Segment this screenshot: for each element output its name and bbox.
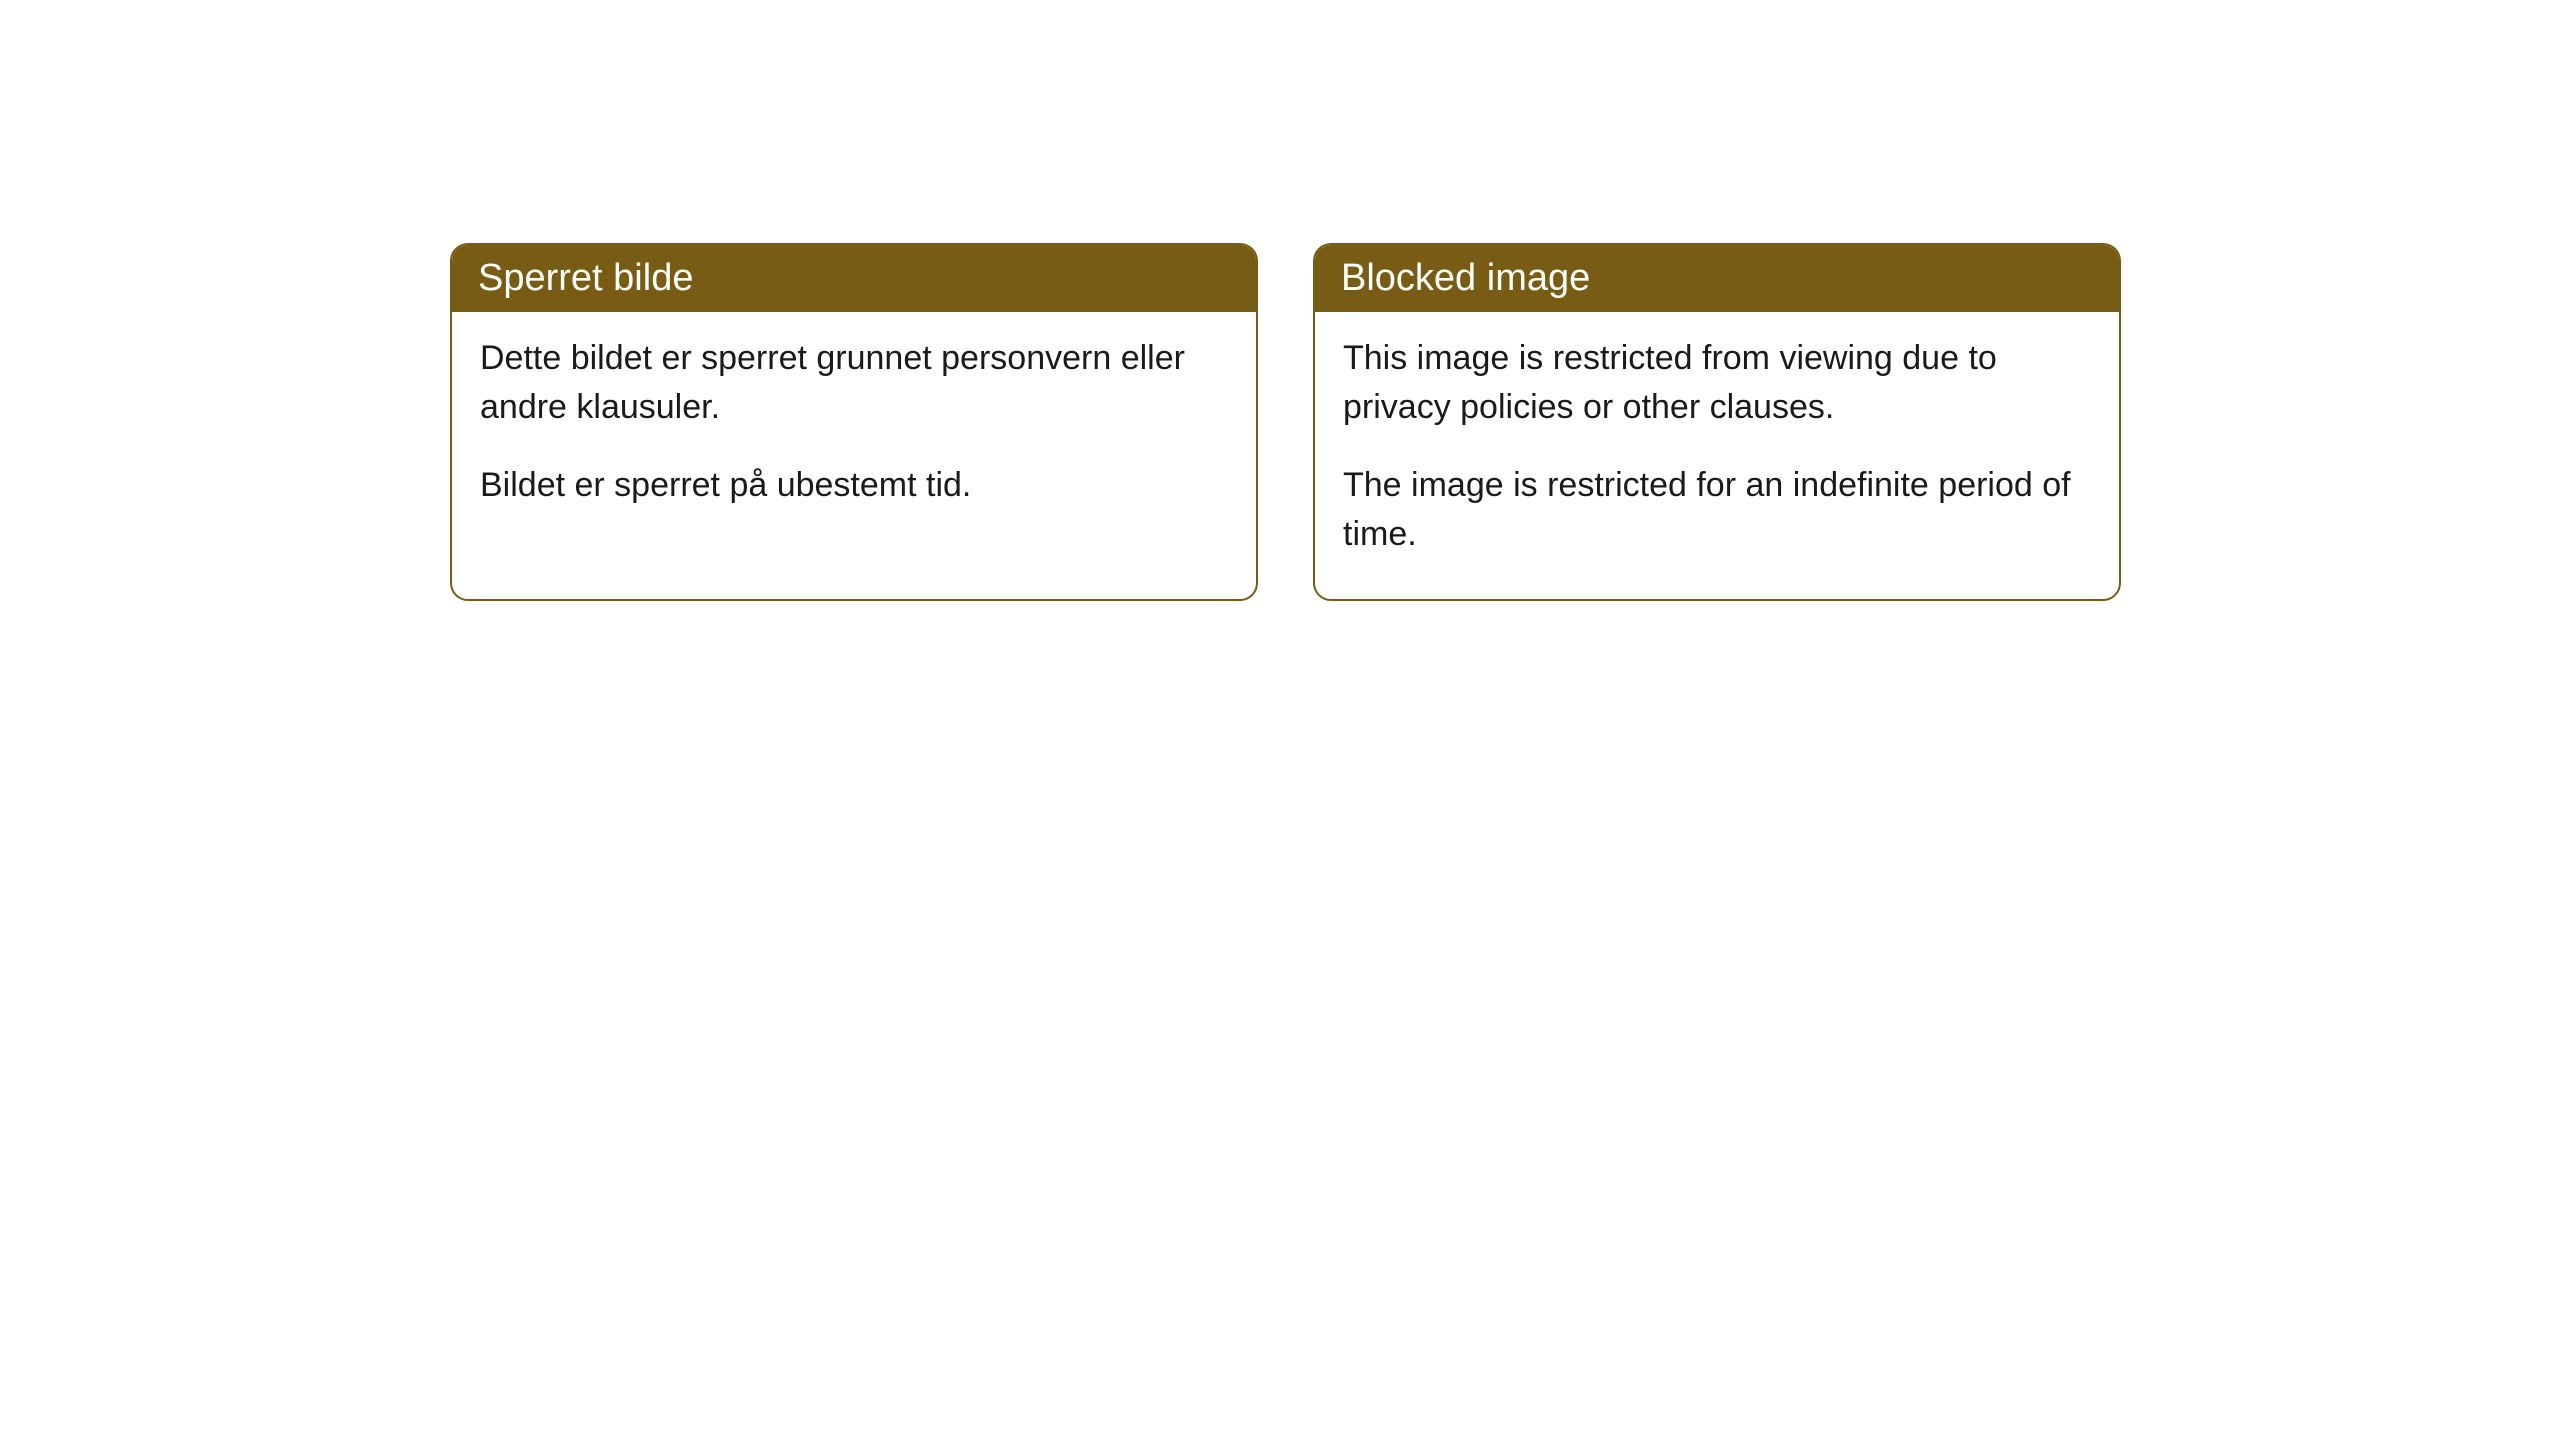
card-title-norwegian: Sperret bilde xyxy=(478,257,693,299)
card-body-english: This image is restricted from viewing du… xyxy=(1315,312,2119,599)
card-para2-norwegian: Bildet er sperret på ubestemt tid. xyxy=(480,461,1228,510)
card-para1-english: This image is restricted from viewing du… xyxy=(1343,334,2091,433)
cards-container: Sperret bilde Dette bildet er sperret gr… xyxy=(450,243,2121,601)
card-para1-norwegian: Dette bildet er sperret grunnet personve… xyxy=(480,334,1228,433)
card-header-norwegian: Sperret bilde xyxy=(452,245,1256,312)
card-para2-english: The image is restricted for an indefinit… xyxy=(1343,461,2091,560)
card-body-norwegian: Dette bildet er sperret grunnet personve… xyxy=(452,312,1256,550)
blocked-image-card-norwegian: Sperret bilde Dette bildet er sperret gr… xyxy=(450,243,1258,601)
blocked-image-card-english: Blocked image This image is restricted f… xyxy=(1313,243,2121,601)
card-header-english: Blocked image xyxy=(1315,245,2119,312)
card-title-english: Blocked image xyxy=(1341,257,1590,299)
